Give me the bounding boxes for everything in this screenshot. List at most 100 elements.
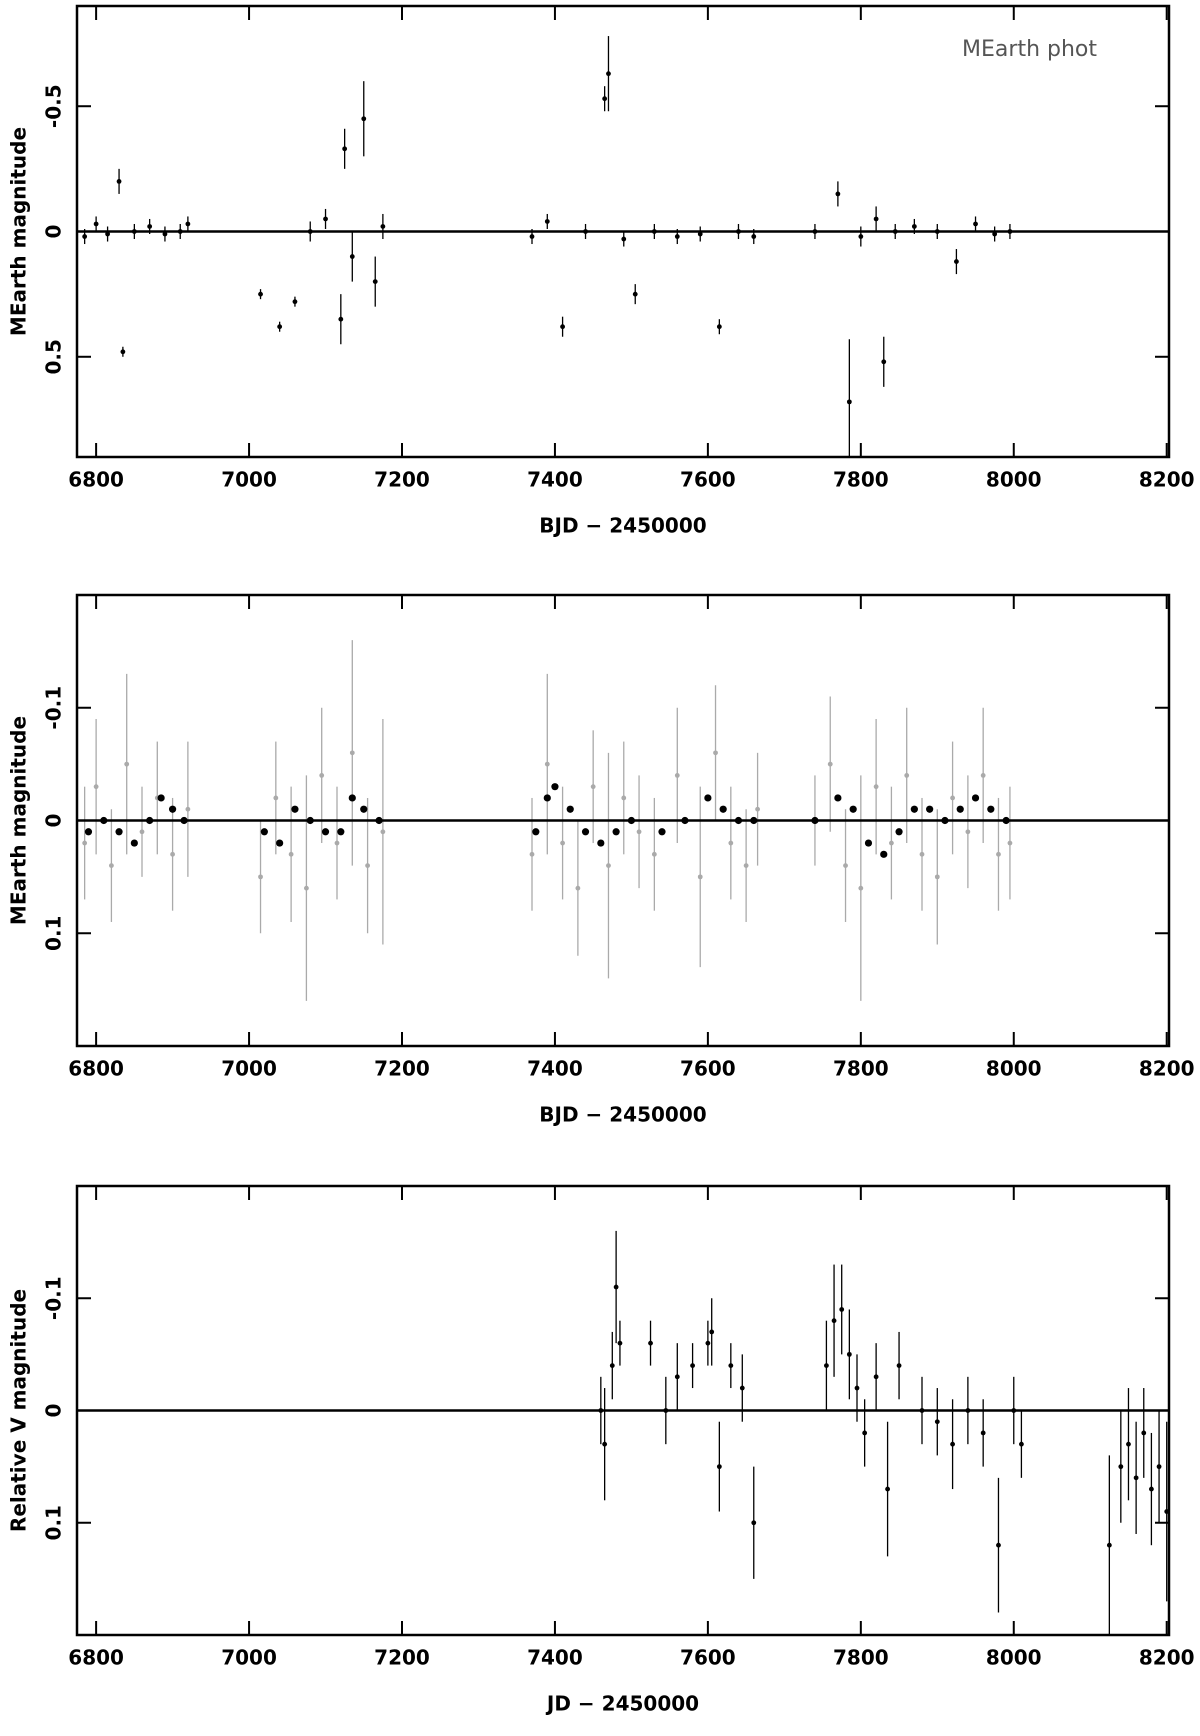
data-point [980,1430,986,1436]
data-point [360,805,368,813]
data-point [543,794,551,802]
data-point [82,234,88,239]
panel: 6800 7000 7200 7400 7600 7800 8000 8200 -0.5 0 0.5… [7,4,1195,538]
x-tick-label: 7800 [833,468,889,492]
data-point [697,874,703,880]
data-point [910,805,918,813]
data-point [846,1351,852,1357]
data-point [824,1363,829,1368]
plot-area [82,640,1013,1001]
data-point [621,795,627,801]
data-point [996,851,1001,857]
data-point [709,1329,715,1335]
data-point [889,840,894,846]
x-tick-label: 7600 [680,1057,736,1081]
data-point [674,234,680,239]
data-point [881,359,887,365]
data-point [651,851,657,857]
data-point [258,291,263,297]
x-tick-label: 7000 [221,468,277,492]
plot-area [82,36,1013,457]
data-point [575,885,581,891]
data-point [873,216,879,222]
x-tick-label: 8000 [986,1057,1042,1081]
x-tick-label: 7200 [374,1057,430,1081]
data-point [719,805,727,813]
panel: 6800 7000 7200 7400 7600 7800 8000 8200 -0.1 0 0.1… [7,1184,1195,1716]
data-point [658,828,666,836]
x-tick-label: 6800 [68,1057,124,1081]
data-point [980,773,986,778]
data-point [380,829,386,835]
x-tick-label: 7400 [527,1646,583,1670]
data-point [185,221,191,227]
x-tick-label: 6800 [68,468,124,492]
data-point [361,116,367,122]
data-point [338,316,344,322]
data-point [911,224,917,229]
data-point [705,1340,711,1346]
data-point [858,885,864,891]
data-point [612,828,620,836]
data-point [846,399,852,405]
data-point [348,794,356,802]
plot-frame [75,1184,1171,1637]
data-point [157,794,165,802]
data-point [904,773,910,778]
data-point [185,806,191,812]
data-point [743,863,749,868]
data-point [288,851,294,857]
data-point [380,224,386,229]
data-point [609,1363,615,1368]
data-point [334,840,340,846]
data-point [880,850,888,858]
data-point [566,805,574,813]
x-tick-label: 8000 [986,468,1042,492]
data-point [529,851,535,857]
data-point [697,231,703,237]
data-point [321,828,330,836]
data-point [895,828,903,836]
x-tick-label: 7200 [374,1646,430,1670]
data-point [319,773,325,778]
data-point [839,1307,845,1312]
data-point [716,1464,722,1470]
data-point [896,1363,902,1368]
data-point [926,805,934,813]
data-point [84,828,93,836]
data-point [120,349,126,355]
x-tick-label: 8000 [986,1646,1042,1670]
data-point [843,863,848,868]
data-point [713,750,718,756]
data-point [602,1441,608,1447]
y-tick-label: -0.1 [42,686,66,730]
data-point [885,1486,890,1492]
data-point [93,221,99,227]
data-point [1126,1441,1131,1447]
data-point [834,794,842,802]
x-tick-label: 7800 [833,1646,889,1670]
data-point [323,216,328,222]
data-point [1156,1464,1162,1470]
y-tick-label: -0.5 [42,84,66,128]
x-tick-label: 7400 [527,468,583,492]
data-point [873,784,879,790]
y-tick-label: 0 [42,1404,66,1418]
y-tick-label: 0.1 [42,1505,66,1540]
data-point [956,805,964,813]
data-point [337,828,345,836]
data-point [728,840,734,846]
data-point [139,829,145,835]
x-tick-label: 7600 [680,468,736,492]
annotation: MEarth phot [962,37,1097,62]
x-tick-label: 7000 [221,1646,277,1670]
data-point [342,146,348,152]
y-tick-label: 0 [42,225,66,239]
data-point [690,1363,695,1368]
data-point [854,1385,860,1391]
y-axis-label: MEarth magnitude [7,127,31,336]
plot-frame [75,593,1171,1048]
data-point [858,234,864,239]
data-point [1133,1475,1139,1481]
